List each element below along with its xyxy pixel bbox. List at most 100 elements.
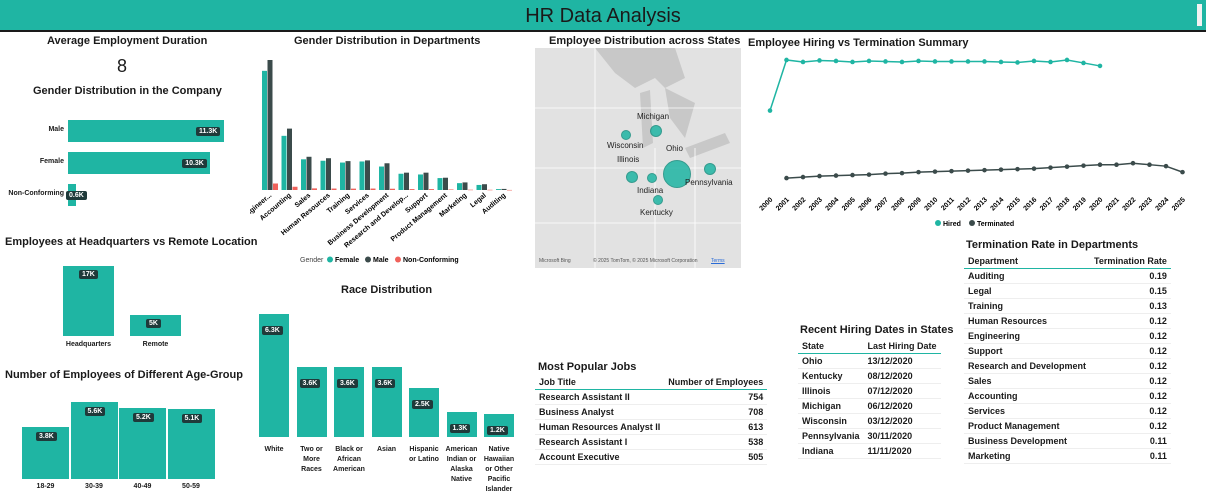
map-terms-link[interactable]: Terms	[711, 258, 725, 264]
gender-company-title: Gender Distribution in the Company	[33, 85, 222, 97]
termination-row[interactable]: Training 0.13	[964, 298, 1171, 314]
series-point[interactable]	[800, 59, 806, 65]
termination-row[interactable]: Engineering 0.12	[964, 328, 1171, 344]
series-point[interactable]	[850, 172, 855, 178]
termination-row[interactable]: Auditing 0.19	[964, 268, 1171, 284]
series-point[interactable]	[899, 170, 905, 176]
job-row[interactable]: Research Assistant II 754	[535, 389, 768, 405]
table-cell: 0.12	[1090, 418, 1171, 434]
state-bubble[interactable]	[650, 125, 662, 137]
series-point[interactable]	[800, 174, 806, 180]
series-point[interactable]	[1081, 60, 1086, 66]
hiring-row[interactable]: Indiana 11/11/2020	[798, 443, 941, 459]
series-point[interactable]	[982, 59, 987, 64]
series-point[interactable]	[949, 168, 954, 174]
series-point[interactable]	[817, 58, 822, 63]
series-point[interactable]	[1064, 57, 1070, 63]
series-point[interactable]	[1048, 59, 1053, 65]
column-header[interactable]: State	[798, 339, 864, 354]
series-point[interactable]	[998, 167, 1004, 172]
series-point[interactable]	[883, 59, 888, 64]
state-bubble[interactable]	[704, 163, 716, 175]
termination-row[interactable]: Research and Development 0.12	[964, 358, 1171, 374]
series-point[interactable]	[1015, 60, 1020, 65]
series-point[interactable]	[866, 172, 872, 177]
column-header[interactable]: Job Title	[535, 375, 665, 390]
series-point[interactable]	[850, 59, 855, 65]
table-cell: Engineering	[964, 328, 1091, 344]
legend-item[interactable]: Non-Conforming	[403, 257, 459, 264]
hiring-row[interactable]: Kentucky 08/12/2020	[798, 368, 941, 384]
series-point[interactable]	[899, 59, 905, 65]
termination-row[interactable]: Services 0.12	[964, 403, 1171, 419]
legend-item[interactable]: Hired	[943, 221, 961, 228]
series-point[interactable]	[784, 175, 789, 181]
series-point[interactable]	[1081, 163, 1086, 168]
series-point[interactable]	[1048, 165, 1053, 170]
series-point[interactable]	[1097, 162, 1103, 167]
table-cell: 0.12	[1090, 343, 1171, 359]
legend-item[interactable]: Terminated	[977, 221, 1014, 228]
termination-row[interactable]: Legal 0.15	[964, 283, 1171, 299]
termination-row[interactable]: Support 0.12	[964, 343, 1171, 359]
hiring-row[interactable]: Illinois 07/12/2020	[798, 383, 941, 399]
series-point[interactable]	[817, 173, 822, 179]
series-point[interactable]	[1147, 162, 1152, 167]
series-point[interactable]	[1097, 63, 1103, 69]
series-point[interactable]	[784, 57, 789, 63]
termination-row[interactable]: Accounting 0.12	[964, 388, 1171, 404]
column-header[interactable]: Last Hiring Date	[863, 339, 941, 354]
series-point[interactable]	[883, 171, 888, 176]
series-point[interactable]	[866, 58, 872, 64]
hiring-row[interactable]: Wisconsin 03/12/2020	[798, 413, 941, 429]
series-point[interactable]	[1130, 160, 1136, 166]
series-point[interactable]	[1031, 58, 1037, 64]
state-label: Ohio	[666, 144, 683, 153]
legend-item[interactable]: Female	[335, 257, 359, 264]
series-point[interactable]	[833, 173, 839, 178]
termination-row[interactable]: Product Management 0.12	[964, 418, 1171, 434]
series-point[interactable]	[833, 58, 839, 64]
state-bubble[interactable]	[621, 130, 631, 140]
table-cell: 30/11/2020	[863, 428, 941, 444]
series-point[interactable]	[1064, 164, 1070, 169]
series-point[interactable]	[982, 167, 987, 173]
state-bubble[interactable]	[626, 171, 638, 183]
series-point[interactable]	[1180, 169, 1185, 175]
series-point[interactable]	[1015, 166, 1020, 172]
series-point[interactable]	[932, 169, 938, 174]
termination-row[interactable]: Human Resources 0.12	[964, 313, 1171, 329]
race-title: Race Distribution	[341, 284, 433, 296]
state-bubble[interactable]	[653, 195, 663, 205]
termination-row[interactable]: Sales 0.12	[964, 373, 1171, 389]
job-row[interactable]: Account Executive 505	[535, 449, 768, 465]
state-map[interactable]: Michigan Wisconsin Illinois Ohio Indiana Penn…	[535, 48, 741, 268]
job-row[interactable]: Research Assistant I 538	[535, 434, 768, 450]
legend-item[interactable]: Male	[373, 257, 389, 264]
series-point[interactable]	[932, 59, 938, 64]
series-point[interactable]	[916, 58, 921, 64]
series-point[interactable]	[1114, 162, 1119, 167]
job-row[interactable]: Human Resources Analyst II 613	[535, 419, 768, 435]
series-point[interactable]	[767, 108, 773, 113]
series-point[interactable]	[1031, 166, 1037, 171]
hiring-row[interactable]: Michigan 06/12/2020	[798, 398, 941, 414]
series-point[interactable]	[965, 168, 971, 173]
series-point[interactable]	[998, 59, 1004, 65]
column-header[interactable]: Department	[964, 254, 1091, 269]
series-point[interactable]	[916, 169, 921, 175]
termination-row[interactable]: Marketing 0.11	[964, 448, 1171, 464]
series-point[interactable]	[949, 59, 954, 64]
series-point[interactable]	[1163, 163, 1169, 169]
hiring-row[interactable]: Ohio 13/12/2020	[798, 353, 941, 369]
column-header[interactable]: Termination Rate	[1090, 254, 1171, 269]
state-bubble[interactable]	[647, 173, 657, 183]
scrollbar[interactable]	[1197, 4, 1202, 26]
column-header[interactable]: Number of Employees	[664, 375, 768, 390]
job-row[interactable]: Business Analyst 708	[535, 404, 768, 420]
series-point[interactable]	[965, 59, 971, 64]
hiring-row[interactable]: Pennsylvania 30/11/2020	[798, 428, 941, 444]
termination-row[interactable]: Business Development 0.11	[964, 433, 1171, 449]
state-bubble[interactable]	[663, 160, 691, 188]
gender-company-chart: Male 11.3K Female 10.3K Non-Conforming 0.6K	[0, 110, 240, 210]
